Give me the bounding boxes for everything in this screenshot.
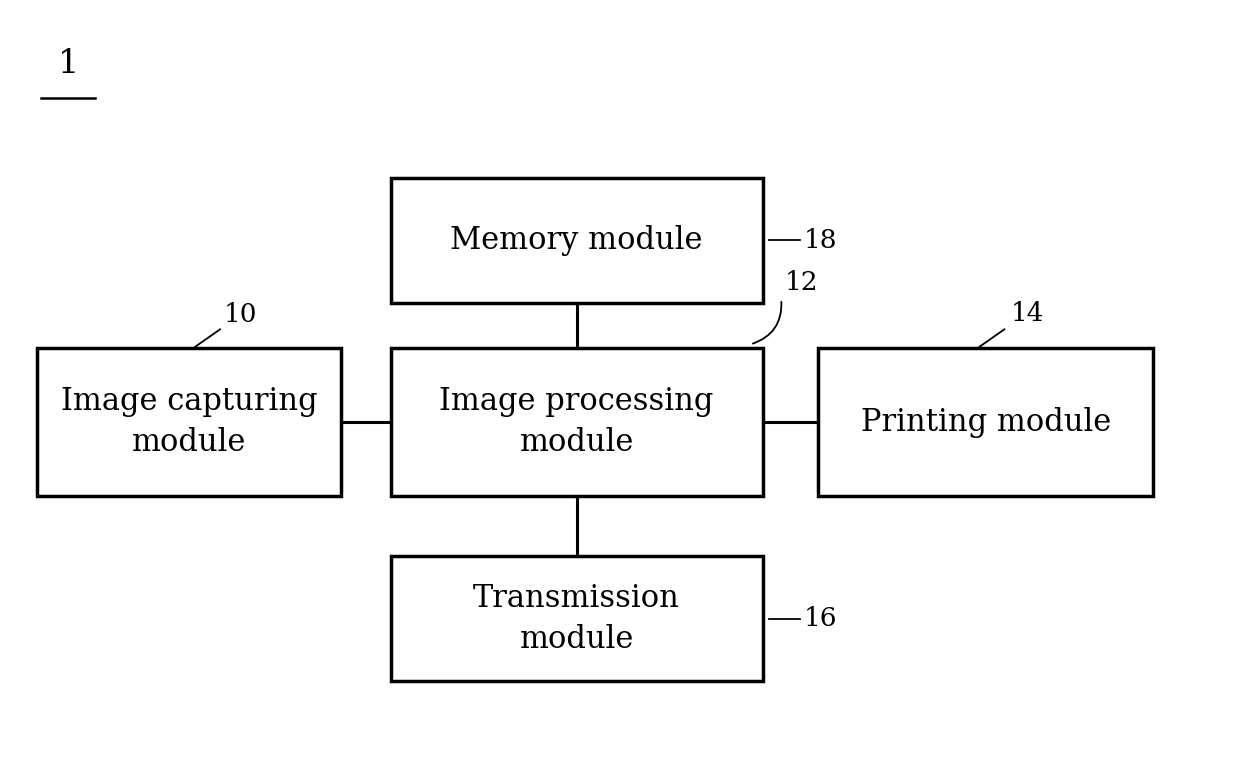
Text: 12: 12 xyxy=(785,270,818,295)
Bar xyxy=(391,348,763,496)
Text: 16: 16 xyxy=(804,606,837,631)
Bar xyxy=(391,556,763,681)
Bar xyxy=(818,348,1153,496)
Text: 14: 14 xyxy=(1011,301,1044,326)
Text: 10: 10 xyxy=(223,302,258,327)
Bar xyxy=(37,348,341,496)
Text: 18: 18 xyxy=(804,228,837,253)
Text: Printing module: Printing module xyxy=(861,407,1111,438)
Text: Memory module: Memory module xyxy=(450,225,703,256)
Text: Image capturing
module: Image capturing module xyxy=(61,386,317,458)
Bar xyxy=(391,178,763,303)
Text: Image processing
module: Image processing module xyxy=(439,386,714,458)
Text: 1: 1 xyxy=(57,48,79,80)
Text: Transmission
module: Transmission module xyxy=(474,583,680,655)
